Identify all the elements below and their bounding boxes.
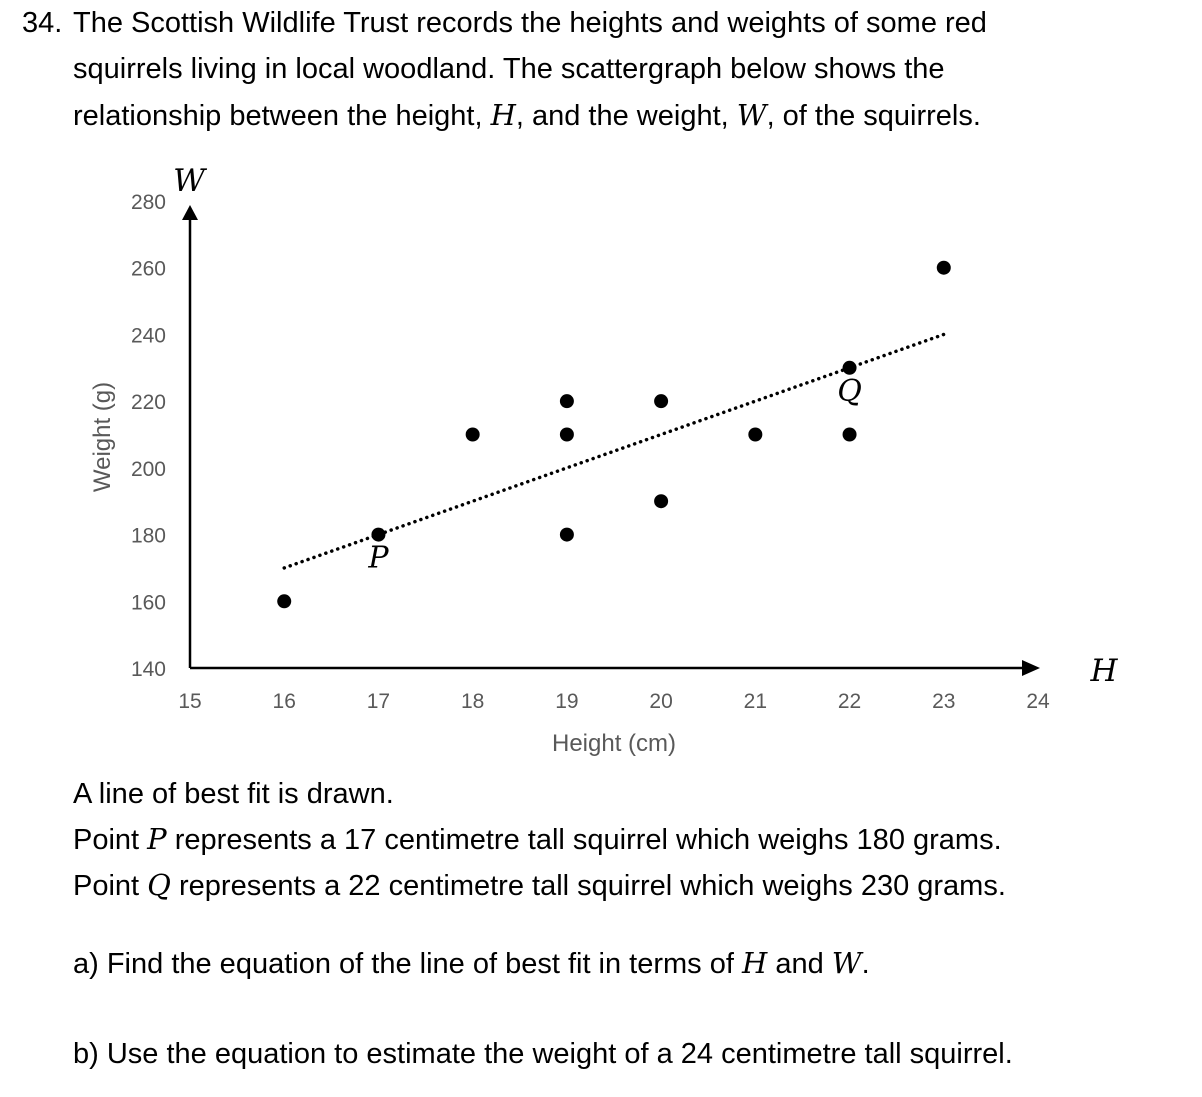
point-p-description: Point P represents a 17 centimetre tall … xyxy=(73,822,1002,857)
data-point xyxy=(559,527,574,542)
question-stem: The Scottish Wildlife Trust records the … xyxy=(73,0,1183,139)
data-point xyxy=(842,360,857,375)
best-fit-note: A line of best fit is drawn. xyxy=(73,778,394,810)
x-tick-label: 19 xyxy=(555,690,578,713)
x-tick-label: 24 xyxy=(1026,690,1050,713)
stem-line-2: squirrels living in local woodland. The … xyxy=(73,53,945,85)
x-tick-label: 21 xyxy=(744,690,767,713)
stem-line-3-text-a: relationship between the height, xyxy=(73,100,491,132)
part-a-variable-w: W xyxy=(831,946,862,980)
x-tick-label: 17 xyxy=(367,690,390,713)
data-point xyxy=(559,427,574,442)
part-a-text-a: a) Find the equation of the line of best… xyxy=(73,948,742,980)
point-label-q: Q xyxy=(837,374,862,409)
stem-line-3: relationship between the height, H, and … xyxy=(73,92,1183,139)
x-tick-label: 18 xyxy=(461,690,484,713)
part-a-text-c: . xyxy=(861,948,870,980)
y-axis-label-group: Weight (g) xyxy=(89,382,116,492)
y-tick-label: 240 xyxy=(131,324,166,347)
x-tick-label: 22 xyxy=(838,690,861,713)
point-p-text-a: Point xyxy=(73,824,148,856)
data-point xyxy=(559,394,574,409)
y-tick-label: 140 xyxy=(131,658,166,681)
x-tick-label: 16 xyxy=(273,690,296,713)
stem-line-1: The Scottish Wildlife Trust records the … xyxy=(73,7,987,39)
data-point xyxy=(842,427,857,442)
point-q-variable: Q xyxy=(147,868,171,902)
scatter-chart: Weight (g) W H Height (cm) 140 160 180 200 2… xyxy=(89,163,1118,757)
x-axis-label: Height (cm) xyxy=(552,730,676,757)
point-label-p: P xyxy=(367,541,389,576)
variable-h: H xyxy=(490,98,516,132)
x-axis-arrowhead xyxy=(1022,660,1040,676)
data-point xyxy=(371,527,386,542)
point-p-variable: P xyxy=(147,822,167,856)
x-axis-symbol: H xyxy=(1089,653,1118,689)
y-tick-label: 180 xyxy=(131,525,166,548)
question-number: 34. xyxy=(22,7,63,39)
data-point xyxy=(654,394,669,409)
y-tick-label: 160 xyxy=(131,591,166,614)
x-tick-label: 23 xyxy=(932,690,955,713)
point-p-text-b: represents a 17 centimetre tall squirrel… xyxy=(166,824,1002,856)
data-point xyxy=(748,427,763,442)
y-axis-arrowhead xyxy=(182,205,198,220)
data-point xyxy=(465,427,480,442)
part-b: b) Use the equation to estimate the weig… xyxy=(73,1038,1013,1070)
data-point xyxy=(936,260,951,275)
data-point xyxy=(654,494,669,509)
x-tick-label: 15 xyxy=(178,690,201,713)
part-a: a) Find the equation of the line of best… xyxy=(73,946,870,981)
plot-layer: 140 160 180 200 220 240 260 280 15 16 17 18 19 20 21 22… xyxy=(131,191,1050,713)
y-axis-symbol: W xyxy=(173,163,207,199)
stem-line-3-text-b: , and the weight, xyxy=(515,100,737,132)
point-q-text-a: Point xyxy=(73,870,148,902)
y-tick-label: 280 xyxy=(131,191,166,214)
y-axis-label: Weight (g) xyxy=(89,382,116,492)
y-tick-label: 260 xyxy=(131,258,166,281)
y-tick-label: 200 xyxy=(131,458,166,481)
stem-line-3-text-c: , of the squirrels. xyxy=(766,100,981,132)
point-q-description: Point Q represents a 22 centimetre tall … xyxy=(73,868,1006,903)
y-tick-label: 220 xyxy=(131,391,166,414)
data-point xyxy=(277,594,292,609)
x-tick-label: 20 xyxy=(649,690,672,713)
point-q-text-b: represents a 22 centimetre tall squirrel… xyxy=(170,870,1006,902)
part-a-text-b: and xyxy=(767,948,832,980)
part-a-variable-h: H xyxy=(741,946,768,980)
variable-w: W xyxy=(736,98,767,132)
